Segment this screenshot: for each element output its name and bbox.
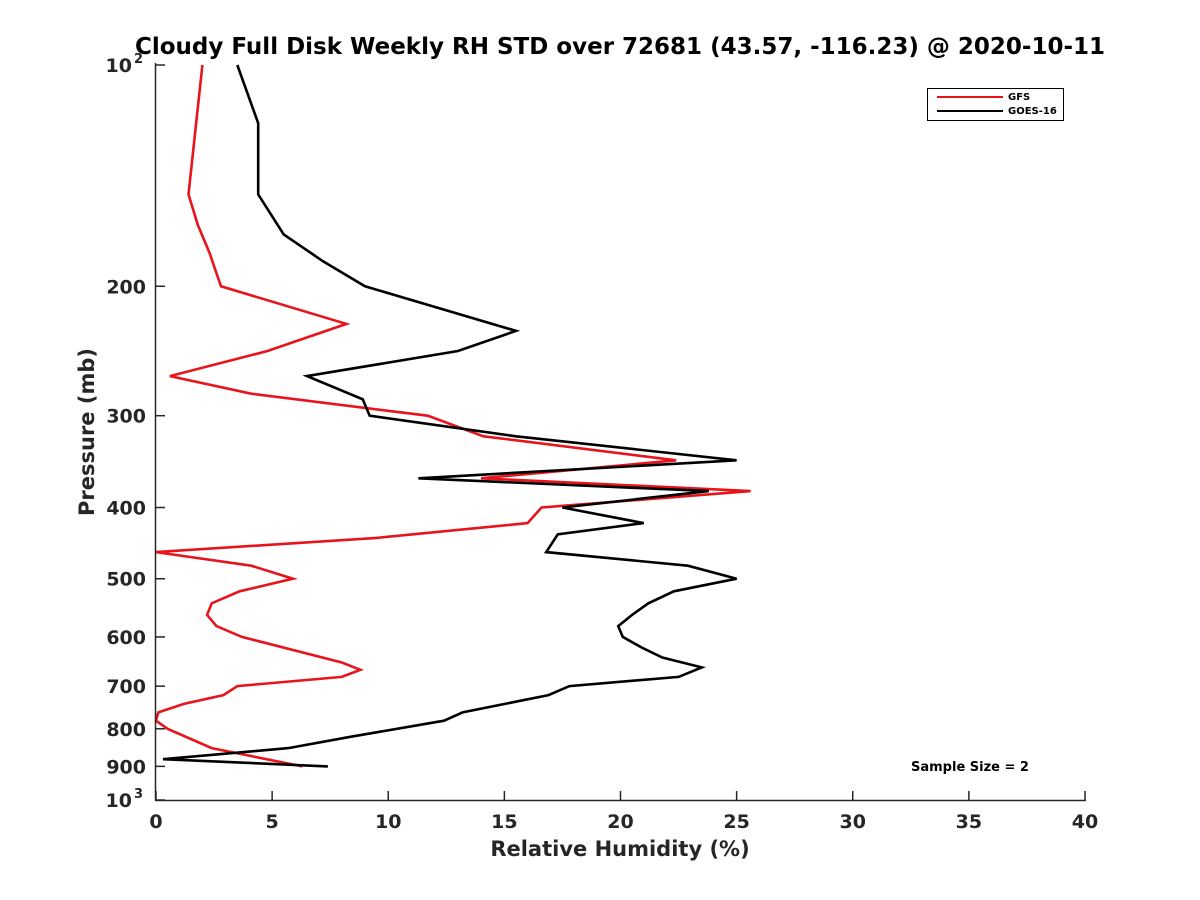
y-axis-label: Pressure (mb) [75,348,99,516]
x-tick-label: 30 [840,811,866,833]
series-line-goes-16 [162,64,737,768]
y-tick-label: 400 [106,498,146,520]
x-tick-label: 10 [375,811,401,833]
y-tick-label: 10 [106,55,132,77]
x-tick-label: 40 [1072,811,1098,833]
x-tick-label: 20 [607,811,633,833]
y-tick-label: 900 [106,756,146,778]
y-tick-exponent: 3 [134,787,143,802]
y-tick-label: 500 [106,569,146,591]
y-tick-label: 10 [106,790,132,812]
x-axis-label: Relative Humidity (%) [490,837,749,861]
x-tick-layer: 0 5 10 15 20 25 30 35 40 [149,791,1098,833]
legend-box [927,88,1064,121]
y-tick-label: 600 [106,627,146,649]
legend-label-gfs: GFS [1008,92,1030,103]
series-line-gfs [154,64,751,768]
y-tick-exponent: 2 [134,52,143,67]
x-tick-label: 25 [723,811,749,833]
x-tick-label: 0 [149,811,162,833]
x-tick-label: 35 [956,811,982,833]
axes-layer [154,63,1086,802]
series-layer [154,64,751,768]
legend: GFS GOES-16 [927,88,1064,121]
y-tick-label: 200 [106,276,146,298]
y-tick-label: 700 [106,676,146,698]
y-tick-label: 800 [106,719,146,741]
legend-label-goes-16: GOES-16 [1008,106,1057,117]
chart-title: Cloudy Full Disk Weekly RH STD over 7268… [135,34,1105,60]
x-tick-label: 5 [266,811,279,833]
sample-size-annotation: Sample Size = 2 [911,760,1029,775]
x-tick-label: 15 [491,811,517,833]
y-tick-label: 300 [106,406,146,428]
